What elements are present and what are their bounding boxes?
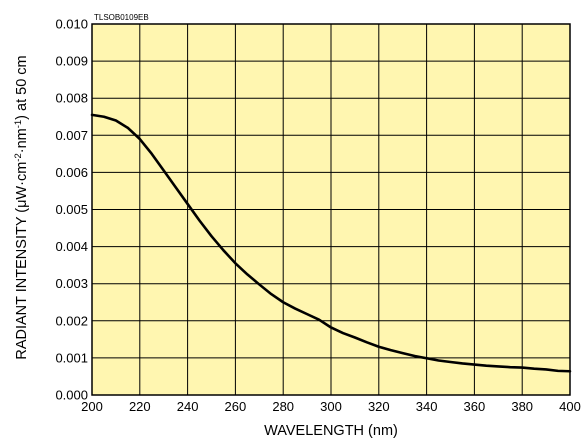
y-tick-label: 0.008 <box>55 91 88 106</box>
y-tick-label: 0.007 <box>55 128 88 143</box>
x-tick-labels: 200 220 240 260 280 300 320 340 360 380 400 <box>81 399 581 414</box>
y-tick-label: 0.004 <box>55 239 88 254</box>
y-tick-label: 0.003 <box>55 276 88 291</box>
plot-frame <box>91 23 571 396</box>
y-tick-labels: 0.000 0.001 0.002 0.003 0.004 0.005 0.006 0.007… <box>55 17 88 403</box>
grid <box>92 24 570 395</box>
y-axis-label: RADIANT INTENSITY (μW·cm-2·nm-1) at 50 c… <box>13 55 30 359</box>
x-tick-label: 400 <box>559 399 581 414</box>
x-tick-label: 360 <box>464 399 486 414</box>
x-tick-label: 340 <box>416 399 438 414</box>
y-tick-label: 0.006 <box>55 165 88 180</box>
x-tick-label: 320 <box>368 399 390 414</box>
y-tick-label: 0.001 <box>55 350 88 365</box>
x-tick-label: 380 <box>511 399 533 414</box>
y-tick-label: 0.009 <box>55 54 88 69</box>
x-tick-label: 240 <box>177 399 199 414</box>
x-tick-label: 200 <box>81 399 103 414</box>
x-axis-label: WAVELENGTH (nm) <box>264 423 398 439</box>
x-tick-label: 220 <box>129 399 151 414</box>
series-line <box>90 113 572 373</box>
document-code: TLSOB0109EB <box>94 13 149 22</box>
y-tick-label: 0.000 <box>55 388 88 403</box>
y-tick-label: 0.010 <box>55 17 88 32</box>
y-tick-label: 0.005 <box>55 202 88 217</box>
x-tick-label: 280 <box>272 399 294 414</box>
y-tick-label: 0.002 <box>55 313 88 328</box>
x-tick-label: 300 <box>320 399 342 414</box>
x-tick-label: 260 <box>225 399 247 414</box>
